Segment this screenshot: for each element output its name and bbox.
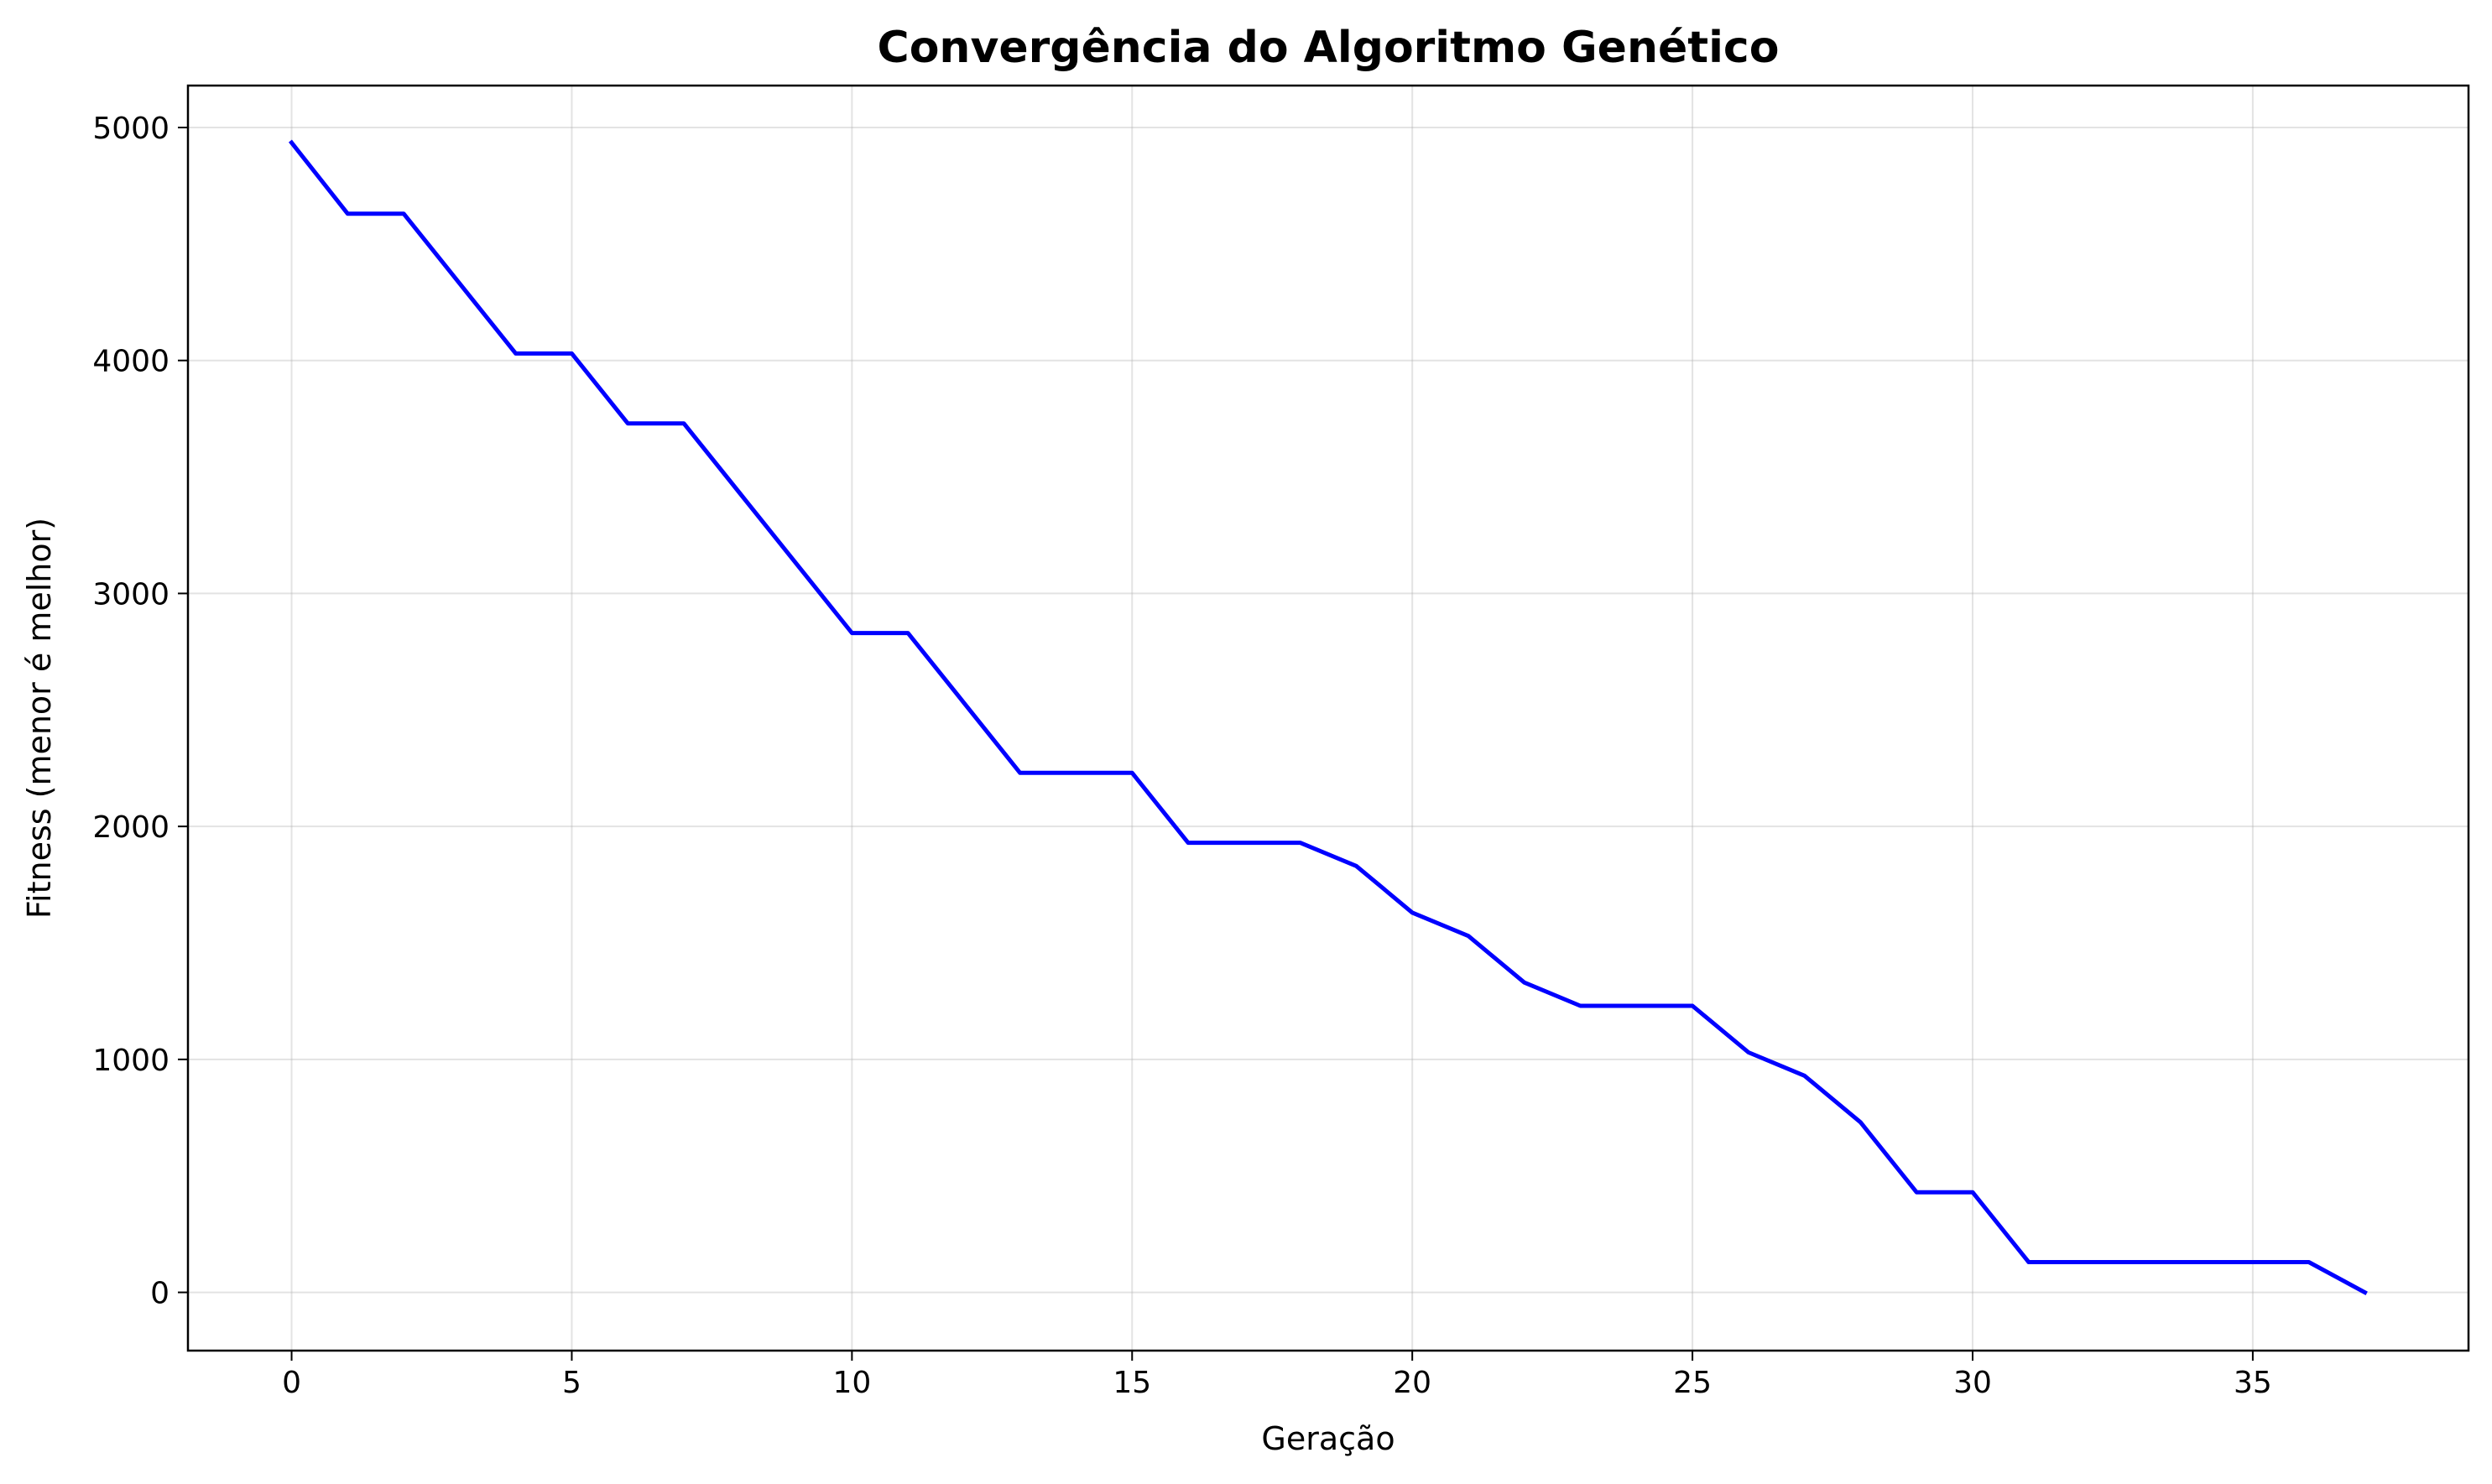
- y-tick-label: 3000: [92, 577, 169, 612]
- x-tick-label: 20: [1393, 1366, 1431, 1400]
- y-tick-label: 1000: [92, 1044, 169, 1078]
- plot-frame: [186, 84, 2470, 1352]
- x-tick-label: 5: [562, 1366, 581, 1400]
- x-tick-label: 10: [832, 1366, 871, 1400]
- series-layer: [288, 139, 2368, 1295]
- y-tick-label: 4000: [92, 345, 169, 379]
- x-tick-label: 0: [282, 1366, 301, 1400]
- x-axis-label: Geração: [1261, 1420, 1395, 1457]
- x-tick-label: 35: [2234, 1366, 2272, 1400]
- chart-title: Convergência do Algoritmo Genético: [878, 23, 1780, 73]
- ticks-layer: 0 5 10 15 20 25 30 35 0 1000 2000 3000 4000 5000: [92, 112, 2271, 1400]
- grid-layer: [188, 86, 2469, 1351]
- x-tick-label: 25: [1673, 1366, 1712, 1400]
- y-tick-label: 2000: [92, 810, 169, 845]
- y-tick-label: 0: [150, 1277, 169, 1311]
- fitness-series-line: [288, 139, 2368, 1295]
- y-tick-label: 5000: [92, 112, 169, 146]
- x-tick-label: 30: [1953, 1366, 1992, 1400]
- y-axis-label: Fitness (menor é melhor): [21, 518, 58, 919]
- x-tick-label: 15: [1113, 1366, 1151, 1400]
